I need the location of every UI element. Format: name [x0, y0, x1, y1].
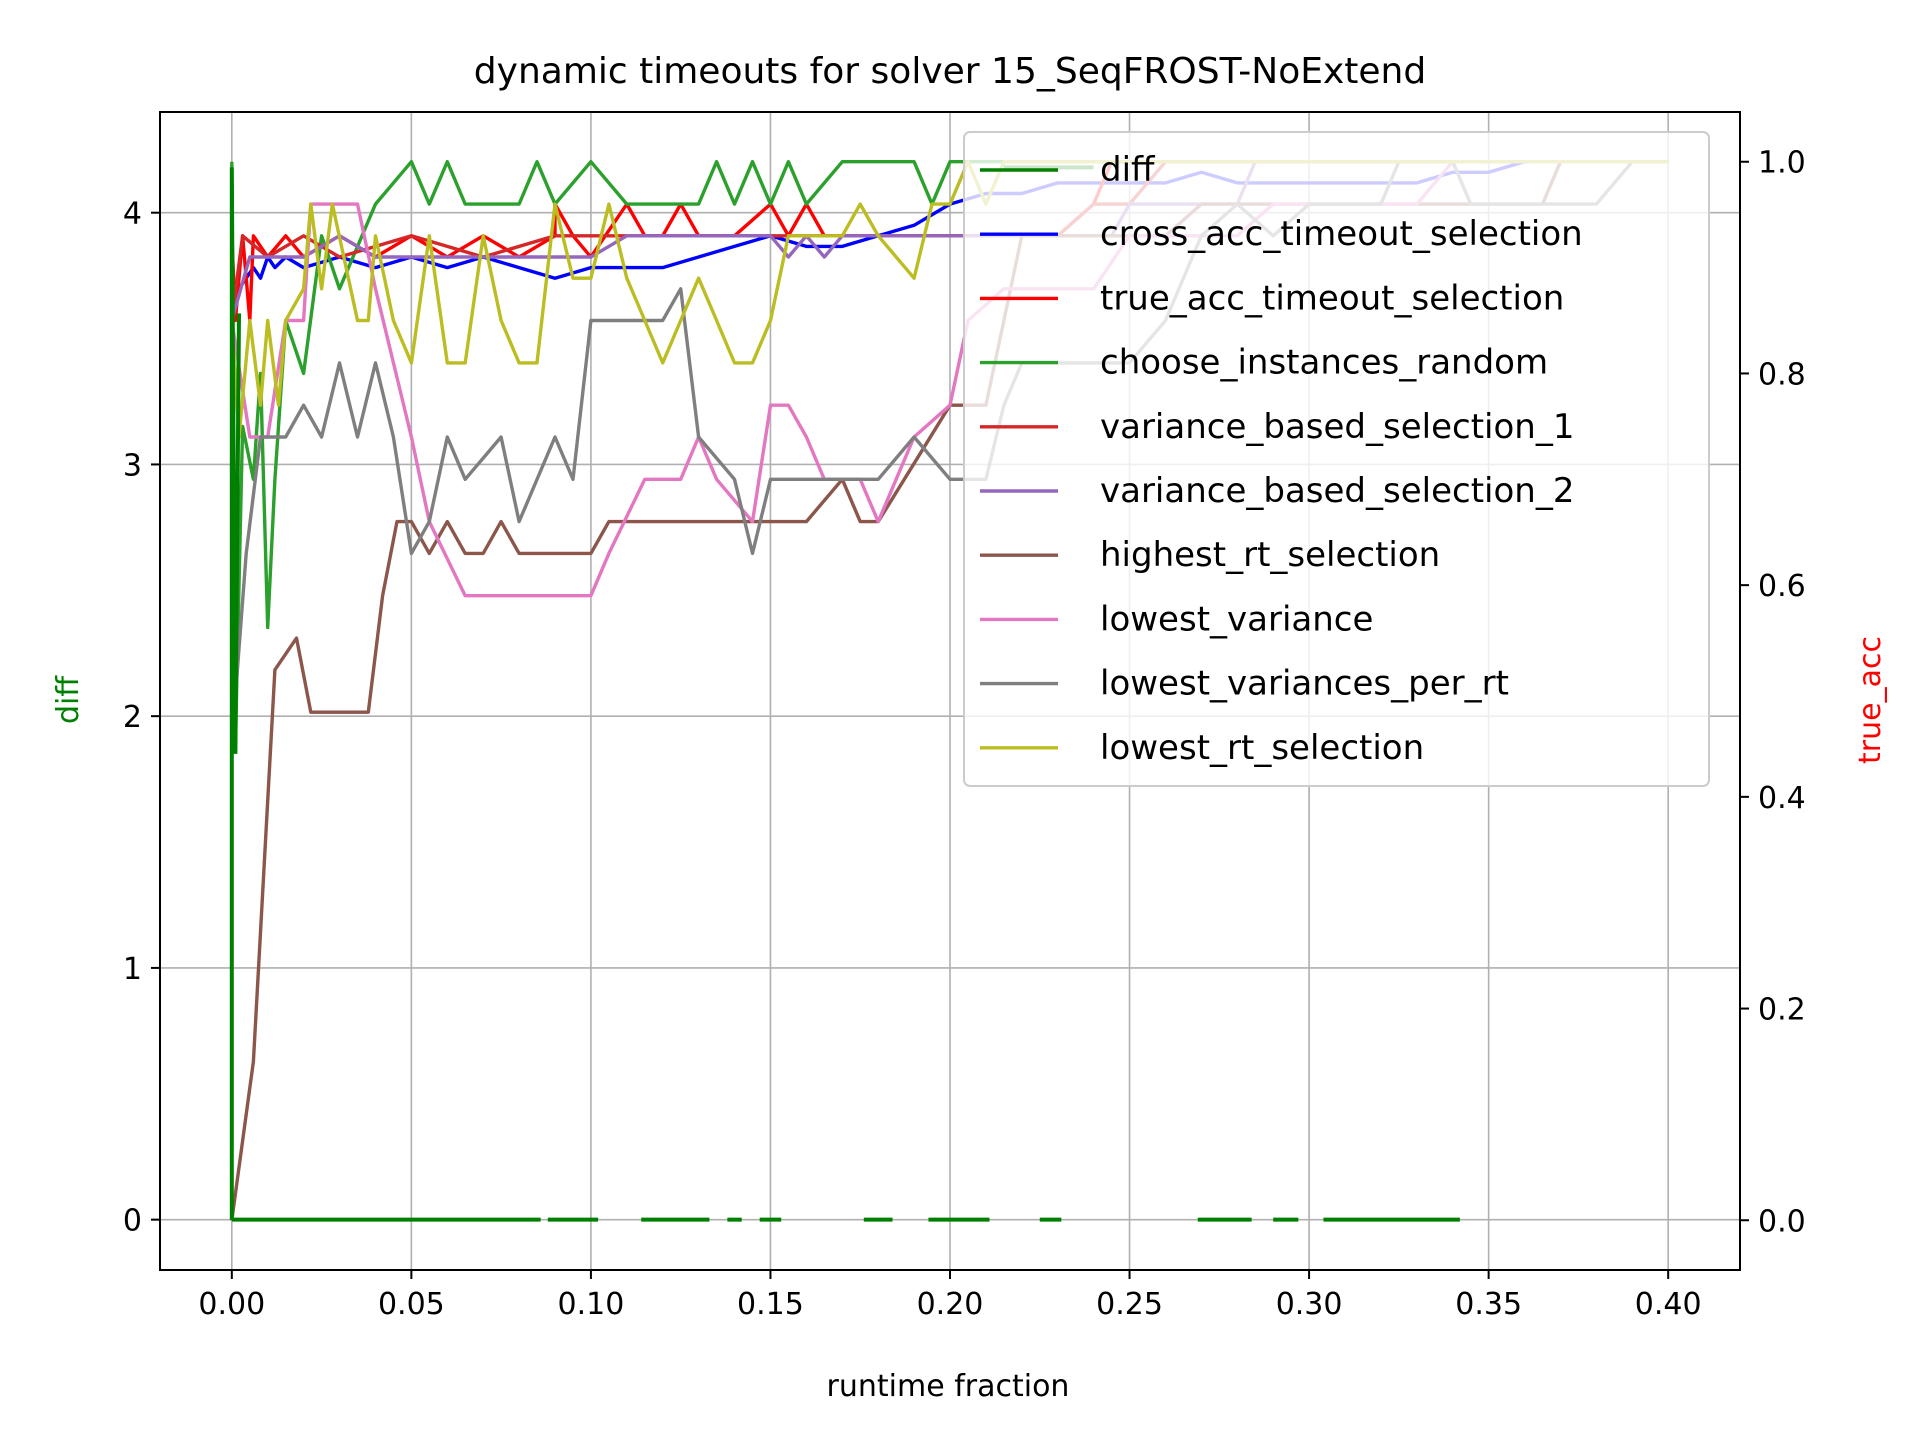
legend-label-cross-acc-timeout-selection: cross_acc_timeout_selection [1100, 214, 1583, 254]
legend-label-lowest-variances-per-rt: lowest_variances_per_rt [1100, 664, 1509, 704]
legend-label-diff: diff [1100, 150, 1156, 190]
legend-label-highest-rt-selection: highest_rt_selection [1100, 535, 1440, 575]
x-tick-label: 0.30 [1276, 1287, 1343, 1322]
x-tick-label: 0.40 [1635, 1287, 1702, 1322]
y-right-tick-label: 1.0 [1758, 146, 1806, 181]
y-right-tick-label: 0.6 [1758, 569, 1806, 604]
series-line-choose-instances-random [230, 160, 1669, 746]
y-right-tick-label: 0.4 [1758, 781, 1806, 816]
x-tick-label: 0.35 [1455, 1287, 1522, 1322]
legend-label-lowest-rt-selection: lowest_rt_selection [1100, 728, 1424, 768]
y-right-tick-label: 0.8 [1758, 357, 1806, 392]
x-tick-label: 0.05 [378, 1287, 445, 1322]
x-tick-label: 0.25 [1096, 1287, 1163, 1322]
legend: diff cross_acc_timeout_selection true_acc_… [963, 131, 1710, 787]
legend-label-true-acc-timeout-selection: true_acc_timeout_selection [1100, 278, 1564, 318]
y-left-tick-label: 3 [123, 448, 142, 483]
ticks: 0.00 0.05 0.10 0.15 0.20 0.25 0.30 0.35 0.40 0 1 2 3… [123, 146, 1806, 1322]
y-right-tick-label: 0.0 [1758, 1204, 1806, 1239]
x-tick-label: 0.10 [558, 1287, 625, 1322]
y-axis-label-right: true_acc [1853, 636, 1888, 764]
legend-box [963, 131, 1710, 787]
y-left-tick-label: 2 [123, 700, 142, 735]
y-left-tick-label: 0 [123, 1204, 142, 1239]
y-right-tick-label: 0.2 [1758, 993, 1806, 1028]
legend-label-choose-instances-random: choose_instances_random [1100, 343, 1548, 383]
x-tick-label: 0.15 [737, 1287, 804, 1322]
series-line-lowest-rt-selection [230, 160, 1669, 439]
x-tick-label: 0.00 [198, 1287, 265, 1322]
y-left-tick-label: 4 [123, 197, 142, 232]
y-left-tick-label: 1 [123, 952, 142, 987]
x-axis-label: runtime fraction [827, 1369, 1070, 1404]
diff-spike [229, 167, 241, 1220]
legend-label-variance-based-selection-2: variance_based_selection_2 [1100, 471, 1574, 511]
x-tick-label: 0.20 [917, 1287, 984, 1322]
legend-label-lowest-variance: lowest_variance [1100, 599, 1373, 639]
legend-label-variance-based-selection-1: variance_based_selection_1 [1100, 407, 1574, 447]
chart-title: dynamic timeouts for solver 15_SeqFROST-… [474, 51, 1426, 92]
y-axis-label-left: diff [51, 675, 86, 724]
